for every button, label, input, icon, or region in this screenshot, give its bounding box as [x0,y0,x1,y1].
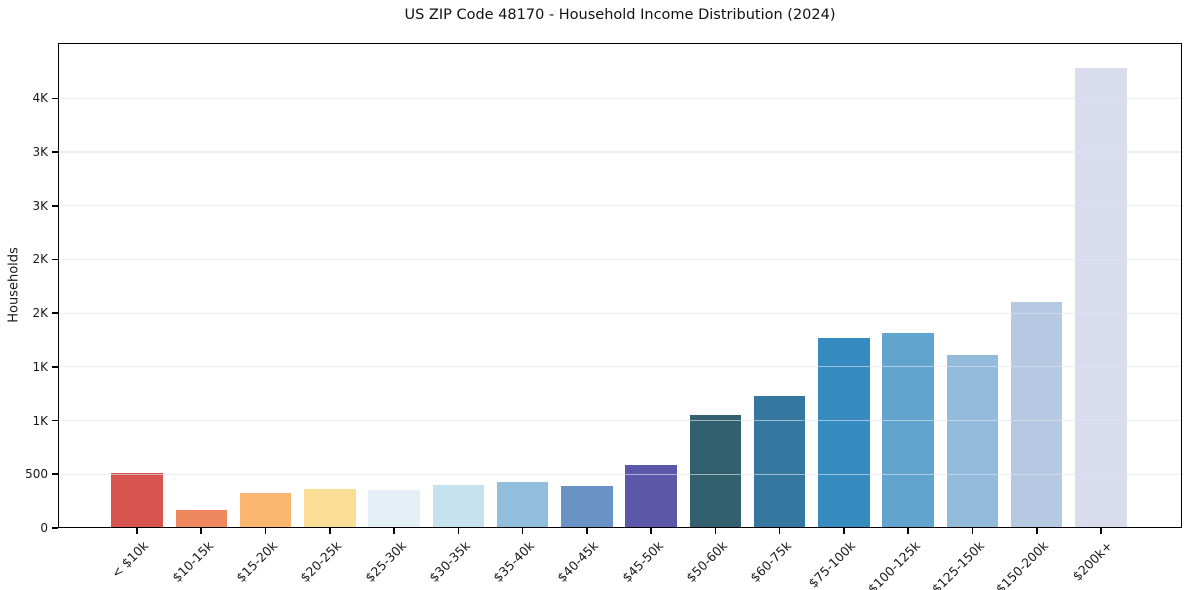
x-axis-tick [1100,528,1102,534]
x-axis-tick [714,528,717,534]
y-axis-tick [52,312,58,314]
x-tick-label-text: $15-20k [233,538,281,586]
bar-$125-150k [946,355,999,528]
x-tick-label-text: $150-200k [993,538,1052,590]
bar-$100-125k [882,332,934,528]
x-axis-tick [200,528,203,534]
y-tick-label: 2K [32,306,48,321]
y-axis-tick [52,97,58,100]
bar-$45-50k [625,464,677,528]
x-tick-label-text: $35-40k [490,538,538,586]
x-axis-tick [907,528,909,534]
y-tick-label: 500 [25,467,48,482]
x-axis-tick [136,528,138,534]
x-axis-tick [971,528,974,534]
x-axis-tick [393,528,395,534]
x-axis-tick [264,528,267,534]
gridline-2500 [58,258,1182,261]
y-tick-label: 1K [32,413,48,428]
x-axis-tick [843,528,845,534]
x-tick-label-text: $45-50k [618,538,666,586]
y-axis-tick [52,366,58,368]
x-tick-label-text: < $10k [108,538,152,581]
bar-< $10k [111,472,163,528]
x-axis-tick [329,528,331,534]
y-axis-tick [52,258,58,261]
x-tick-label-text: $75-100k [805,538,859,590]
x-tick-label-text: $200k+ [1069,538,1116,584]
plot-area [58,43,1182,528]
x-tick-label-text: $125-150k [928,538,988,590]
bar-$10-15k [175,509,228,528]
bar-$60-75k [753,395,806,528]
x-tick-label-text: $50-60k [682,538,730,586]
y-tick-label: 4K [32,91,48,106]
x-tick-label-text: $60-75k [747,538,795,586]
y-axis-tick [52,473,58,476]
x-axis-tick [1035,528,1038,534]
x-tick-label-text: $20-25k [297,538,345,586]
y-axis-tick [52,419,58,422]
bar-$25-30k [368,490,420,528]
chart-title: US ZIP Code 48170 - Household Income Dis… [404,7,836,23]
bar-$40-45k [561,486,613,528]
y-axis-tick [52,204,58,207]
x-tick-label-text: $30-35k [425,538,473,586]
y-axis-tick [52,527,58,529]
bar-$150-200k [1010,302,1063,528]
x-axis-tick [457,528,460,534]
bar-$20-25k [304,488,356,528]
y-tick-label: 3K [32,198,48,213]
gridline-4000 [58,97,1182,99]
bar-$30-35k [432,484,485,528]
y-tick-label: 0 [40,521,48,535]
bar-$50-60k [689,415,742,528]
y-tick-label: 3K [32,145,48,160]
bar-$35-40k [496,482,549,528]
x-tick-label-text: $10-15k [168,538,216,586]
y-axis-tick [52,151,58,153]
x-axis-tick [778,528,781,534]
bar-$75-100k [818,338,870,528]
y-tick-label: 2K [32,252,48,267]
bar-$200k+ [1075,68,1127,528]
x-tick-label-text: $100-125k [864,538,923,590]
gridline-3000 [58,205,1182,207]
x-tick-label-text: $25-30k [361,538,409,586]
x-axis-tick [521,528,524,534]
bar-$15-20k [239,492,292,528]
x-axis-tick [586,528,588,534]
gridline-3500 [58,151,1182,153]
y-tick-label: 1K [32,359,48,374]
x-axis-tick [650,528,652,534]
x-tick-label-text: $40-45k [554,538,602,586]
